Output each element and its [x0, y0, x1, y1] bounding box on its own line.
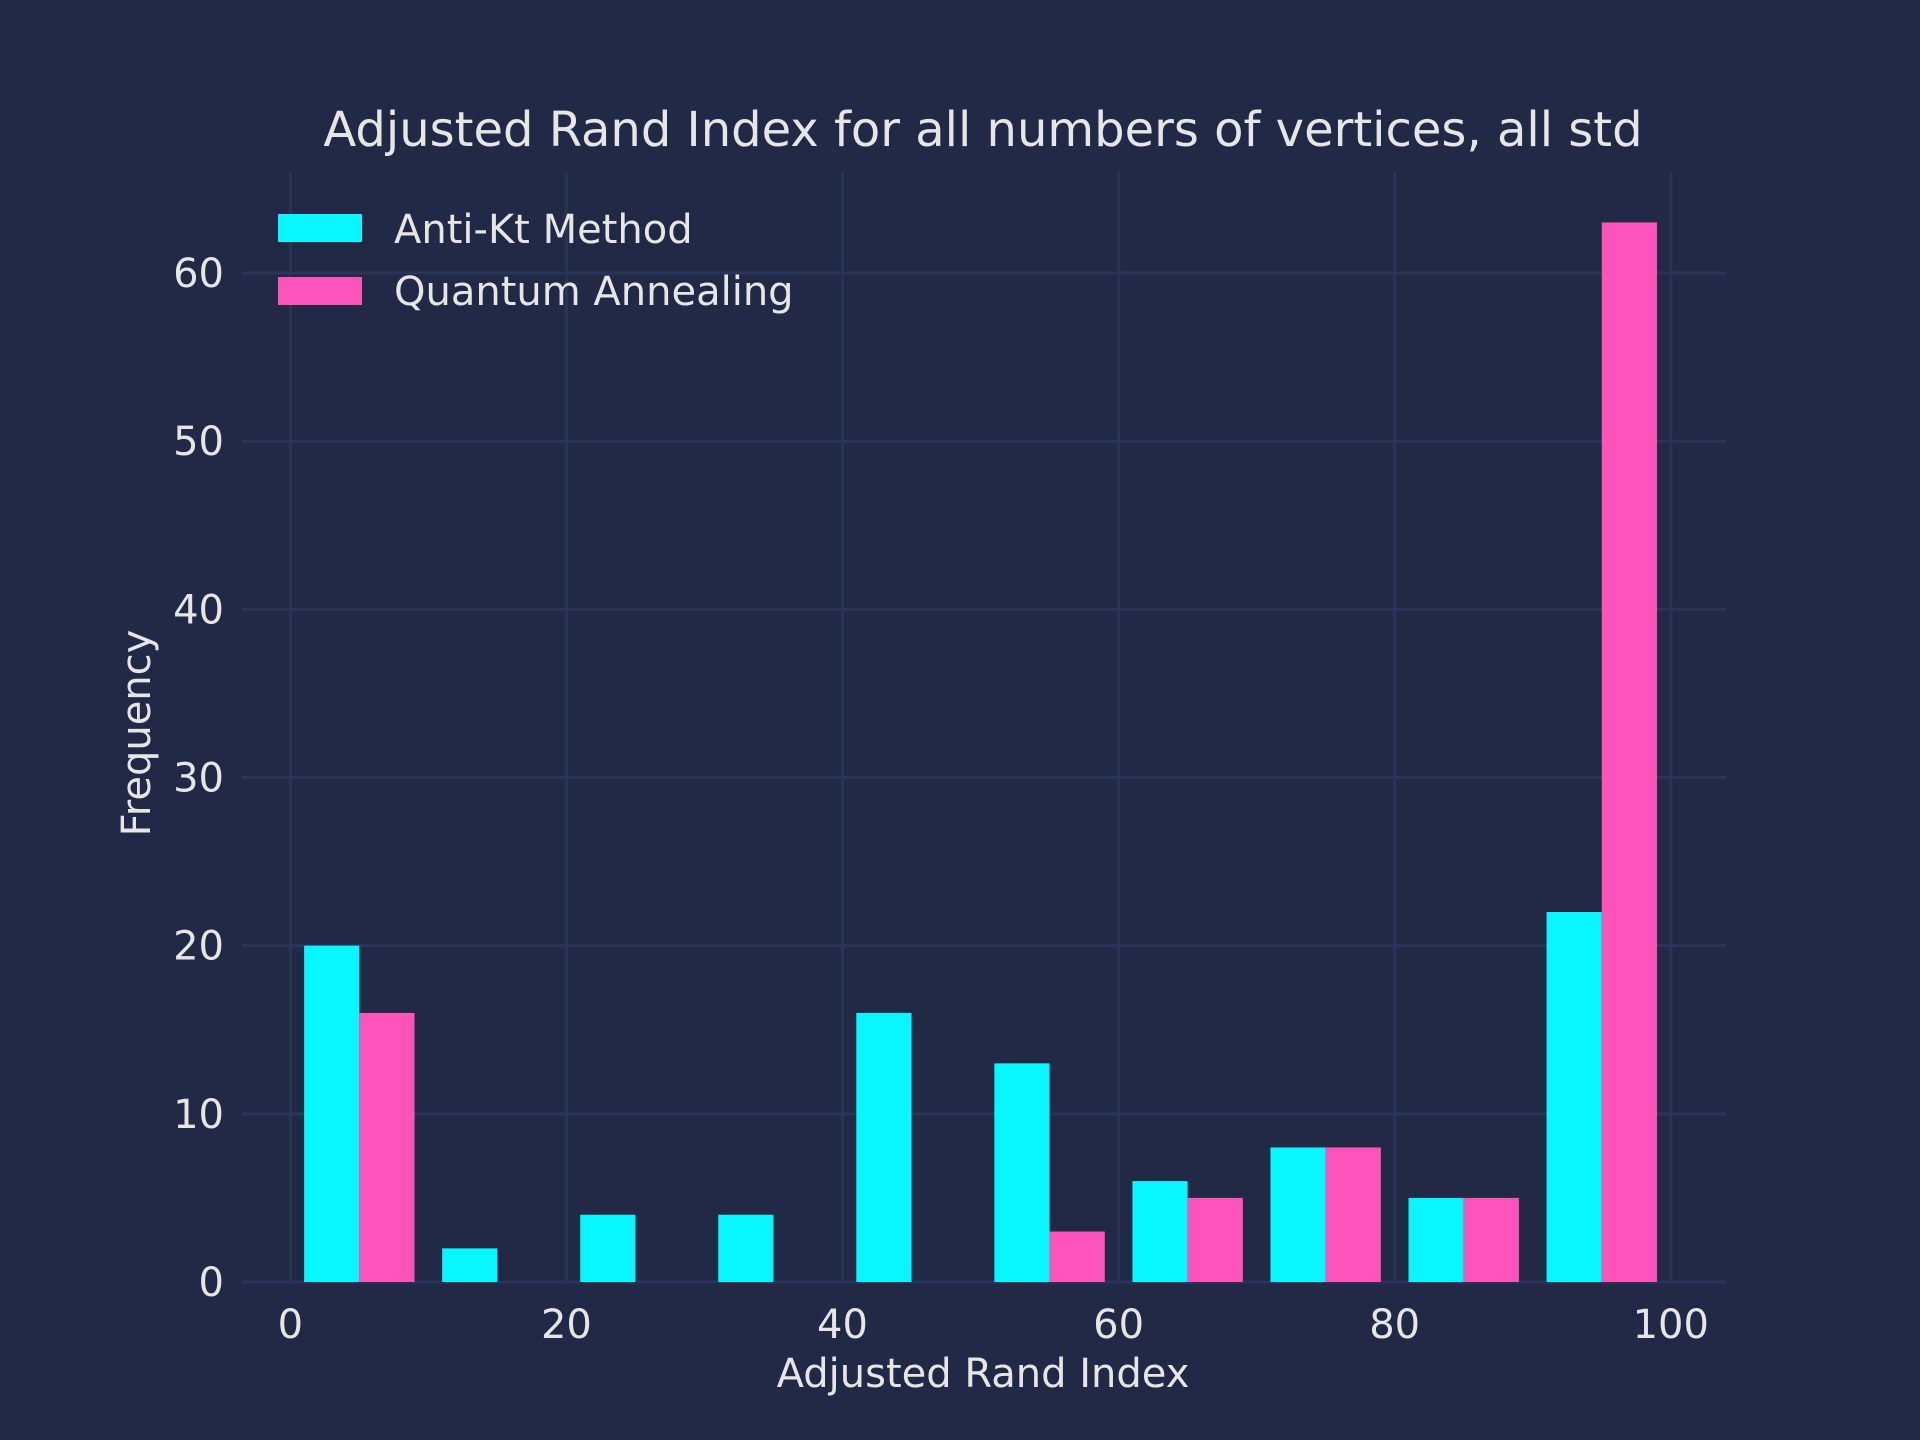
bar-anti-kt-method-bin-2 — [580, 1215, 635, 1282]
bar-anti-kt-method-bin-7 — [1270, 1147, 1325, 1282]
x-tick-label: 20 — [541, 1302, 592, 1348]
y-axis-label: Frequency — [114, 630, 160, 837]
x-axis-label: Adjusted Rand Index — [777, 1351, 1190, 1397]
legend: Anti-Kt Method Quantum Annealing — [278, 207, 794, 315]
bar-anti-kt-method-bin-5 — [994, 1063, 1049, 1282]
bar-anti-kt-method-bin-9 — [1547, 912, 1602, 1282]
bar-quantum-annealing-bin-0 — [359, 1013, 414, 1282]
bar-quantum-annealing-bin-5 — [1050, 1232, 1105, 1282]
y-tick-labels: 0 10 20 30 40 50 60 — [173, 251, 224, 1306]
bar-anti-kt-method-bin-6 — [1132, 1181, 1187, 1282]
y-tick-label: 20 — [173, 924, 224, 970]
x-tick-label: 100 — [1633, 1302, 1709, 1348]
y-tick-label: 0 — [199, 1260, 224, 1306]
y-tick-label: 60 — [173, 251, 224, 297]
x-tick-label: 0 — [278, 1302, 303, 1348]
bar-anti-kt-method-bin-1 — [442, 1248, 497, 1282]
bar-anti-kt-method-bin-3 — [718, 1215, 773, 1282]
bar-quantum-annealing-bin-8 — [1464, 1198, 1519, 1282]
legend-label-anti-kt: Anti-Kt Method — [394, 207, 693, 253]
y-tick-label: 30 — [173, 755, 224, 801]
legend-swatch-anti-kt — [278, 214, 362, 242]
x-tick-label: 60 — [1093, 1302, 1144, 1348]
bars — [304, 222, 1657, 1282]
legend-swatch-quantum-annealing — [278, 277, 362, 305]
bar-quantum-annealing-bin-7 — [1326, 1147, 1381, 1282]
bar-anti-kt-method-bin-0 — [304, 946, 359, 1282]
bar-quantum-annealing-bin-6 — [1188, 1198, 1243, 1282]
bar-quantum-annealing-bin-9 — [1602, 222, 1657, 1282]
y-tick-label: 40 — [173, 587, 224, 633]
x-tick-labels: 0 20 40 60 80 100 — [278, 1302, 1709, 1348]
bar-anti-kt-method-bin-4 — [856, 1013, 911, 1282]
grid — [242, 172, 1726, 1282]
y-tick-label: 10 — [173, 1092, 224, 1138]
x-tick-label: 40 — [817, 1302, 868, 1348]
y-tick-label: 50 — [173, 419, 224, 465]
legend-label-quantum-annealing: Quantum Annealing — [394, 269, 794, 315]
x-tick-label: 80 — [1369, 1302, 1420, 1348]
chart-title: Adjusted Rand Index for all numbers of v… — [323, 102, 1642, 158]
bar-anti-kt-method-bin-8 — [1408, 1198, 1463, 1282]
